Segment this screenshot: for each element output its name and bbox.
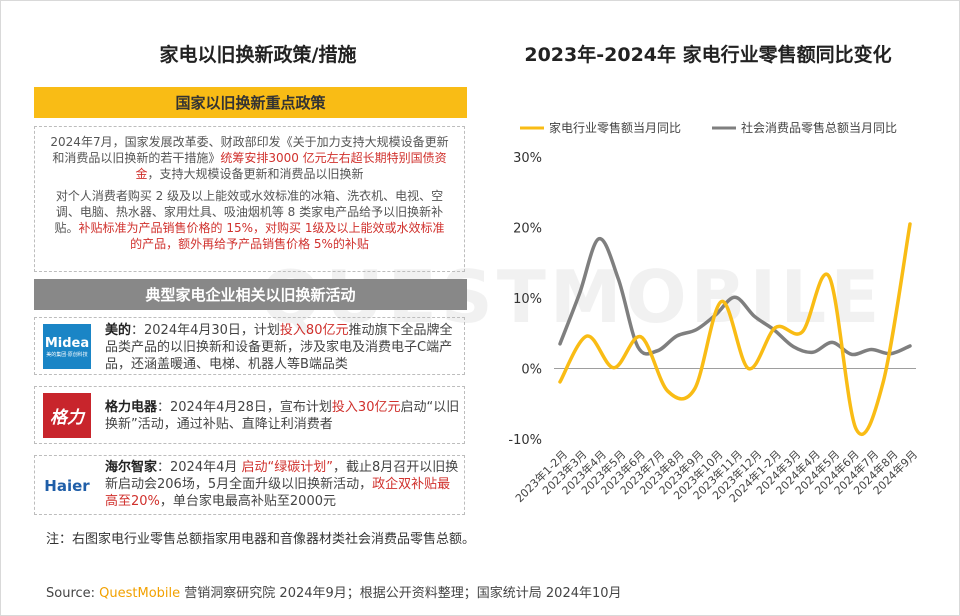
midea-text-1: ：2024年4月30日，计划 <box>131 323 280 338</box>
data-point-series-2 <box>909 345 911 347</box>
data-point-series-1 <box>747 367 750 370</box>
source-rest: 营销洞察研究院 2024年9月；根据公开资料整理；国家统计局 2024年10月 <box>180 586 622 601</box>
data-point-series-2 <box>695 328 697 331</box>
chart-title: 2023年-2024年 家电行业零售额同比变化 <box>524 44 892 66</box>
footnote: 注：右图家电行业零售总额指家用电器和音像器材类社会消费品零售总额。 <box>46 532 476 547</box>
policy-p2-highlight: 补贴标准为产品销售价格的 15%，对购买 1级及以上能效或水效标准的产品，额外再… <box>78 221 445 251</box>
source-brand: QuestMobile <box>99 586 181 601</box>
midea-logo-sub: 美的集团·原创科技 <box>46 351 88 358</box>
haier-card: Haier 海尔智家：2024年4月 启动“绿碳计划”，截止8月召开以旧换新启动… <box>34 455 465 515</box>
data-point-series-1 <box>693 388 696 390</box>
data-point-series-1 <box>586 335 588 337</box>
data-point-series-1 <box>720 300 723 303</box>
source-prefix: Source: <box>46 586 100 601</box>
data-point-series-1 <box>559 381 561 383</box>
data-point-series-1 <box>882 381 884 384</box>
y-tick-label: 30% <box>513 151 542 166</box>
haier-logo-text: Haier <box>44 476 90 495</box>
gree-text-1: ：2024年4月28日，宣布计划 <box>157 400 332 415</box>
policy-p1-text-end: ，支持大规模设备更新和消费品以旧换新 <box>147 167 364 181</box>
left-title: 家电以旧换新政策/措施 <box>159 44 357 66</box>
policy-p1-text: 2024年7月，国家发展改革委、财政部印发《关于加力支持大规模设备更新和消费品以… <box>50 135 449 165</box>
y-tick-label: 20% <box>513 222 542 237</box>
gree-name: 格力电器 <box>105 400 158 415</box>
data-point-series-2 <box>656 350 659 352</box>
data-point-series-2 <box>850 353 853 356</box>
data-point-series-2 <box>870 348 872 351</box>
data-point-series-2 <box>598 237 600 240</box>
y-tick-label: 10% <box>513 292 542 307</box>
x-axis: 2023年1-2月2023年3月2023年4月2023年5月2023年6月202… <box>512 447 920 505</box>
policy-paragraph-2: 对个人消费者购买 2 级及以上能效或水效标准的冰箱、洗衣机、电视、空调、电脑、热… <box>49 188 450 252</box>
gree-text-2: 启动“以旧换新”活动，通过补贴、直降让利消费者 <box>105 400 460 432</box>
data-point-series-2 <box>831 341 834 344</box>
policy-box: 2024年7月，国家发展改革委、财政部印发《关于加力支持大规模设备更新和消费品以… <box>34 126 465 272</box>
haier-description: 海尔智家：2024年4月 启动“绿碳计划”，截止8月召开以旧换新启动会206场，… <box>105 459 460 510</box>
policy-paragraph-1: 2024年7月，国家发展改革委、财政部印发《关于加力支持大规模设备更新和消费品以… <box>49 134 450 182</box>
gree-logo: 格力 <box>43 393 91 438</box>
data-point-series-1 <box>855 428 857 430</box>
source-line: Source: QuestMobile 营销洞察研究院 2024年9月；根据公开… <box>46 582 622 601</box>
data-point-series-2 <box>578 292 581 295</box>
gree-highlight: 投入30亿元 <box>331 400 401 415</box>
data-point-series-1 <box>828 276 831 278</box>
midea-logo: Midea 美的集团·原创科技 <box>43 324 91 369</box>
midea-highlight: 投入80亿元 <box>279 323 349 338</box>
legend-label-2: 社会消费品零售总额当月同比 <box>741 120 897 135</box>
data-point-series-1 <box>801 331 804 333</box>
policy-p1-highlight: 统筹安排3000 亿元左右超长期特别国债资金 <box>135 151 447 181</box>
line-chart: 家电行业零售额当月同比 社会消费品零售总额当月同比 30% 20% 10% 0% -10%… <box>508 120 920 505</box>
haier-highlight-1: 启动“绿碳计划” <box>241 460 333 475</box>
haier-text-1: ：2024年4月 <box>157 460 242 475</box>
data-point-series-2 <box>636 345 639 348</box>
policy-header: 国家以旧换新重点政策 <box>34 87 467 118</box>
chart-series <box>558 222 912 437</box>
gree-description: 格力电器：2024年4月28日，宣布计划投入30亿元启动“以旧换新”活动，通过补… <box>105 399 460 433</box>
haier-text-2: ，截止8月召开以旧换新启动会206场，5月全面升级以旧换新活动， <box>105 460 459 492</box>
series-line-1 <box>558 222 912 437</box>
data-point-series-2 <box>753 315 756 318</box>
gree-card: 格力 格力电器：2024年4月28日，宣布计划投入30亿元启动“以旧换新”活动，… <box>34 386 465 444</box>
haier-text-3: ，单台家电最高补贴至2000元 <box>159 494 336 509</box>
data-point-series-1 <box>666 390 669 392</box>
y-tick-label: 0% <box>521 363 542 378</box>
policy-p2-text: 对个人消费者购买 2 级及以上能效或水效标准的冰箱、洗衣机、电视、空调、电脑、热… <box>54 189 444 235</box>
haier-logo: Haier <box>43 463 91 508</box>
data-point-series-1 <box>774 326 777 329</box>
data-point-series-1 <box>909 223 911 225</box>
data-point-series-1 <box>639 335 642 338</box>
data-point-series-2 <box>559 343 561 345</box>
midea-logo-text: Midea <box>44 335 90 351</box>
midea-text-2: 推动旗下全品牌全品类产品的以旧换新和设备更新，涉及家电及消费电子C端产品，还涵盖… <box>105 323 453 372</box>
y-axis: 30% 20% 10% 0% -10% <box>508 151 542 448</box>
midea-description: 美的：2024年4月30日，计划投入80亿元推动旗下全品牌全品类产品的以旧换新和… <box>105 322 460 373</box>
gree-logo-text: 格力 <box>50 408 84 428</box>
y-tick-label: -10% <box>508 433 542 448</box>
data-point-series-2 <box>792 345 795 348</box>
activities-header: 典型家电企业相关以旧换新活动 <box>34 279 467 310</box>
haier-name: 海尔智家 <box>105 460 158 475</box>
data-point-series-2 <box>617 278 620 280</box>
data-point-series-2 <box>675 335 678 337</box>
data-point-series-2 <box>734 296 736 299</box>
haier-highlight-2: 政企双补贴最高至20% <box>105 477 451 509</box>
chart-legend: 家电行业零售额当月同比 社会消费品零售总额当月同比 <box>520 120 897 135</box>
data-point-series-2 <box>811 351 814 354</box>
midea-card: Midea 美的集团·原创科技 美的：2024年4月30日，计划投入80亿元推动… <box>34 317 465 375</box>
legend-label-1: 家电行业零售额当月同比 <box>549 120 681 135</box>
midea-name: 美的 <box>105 323 132 338</box>
data-point-series-1 <box>613 366 615 369</box>
